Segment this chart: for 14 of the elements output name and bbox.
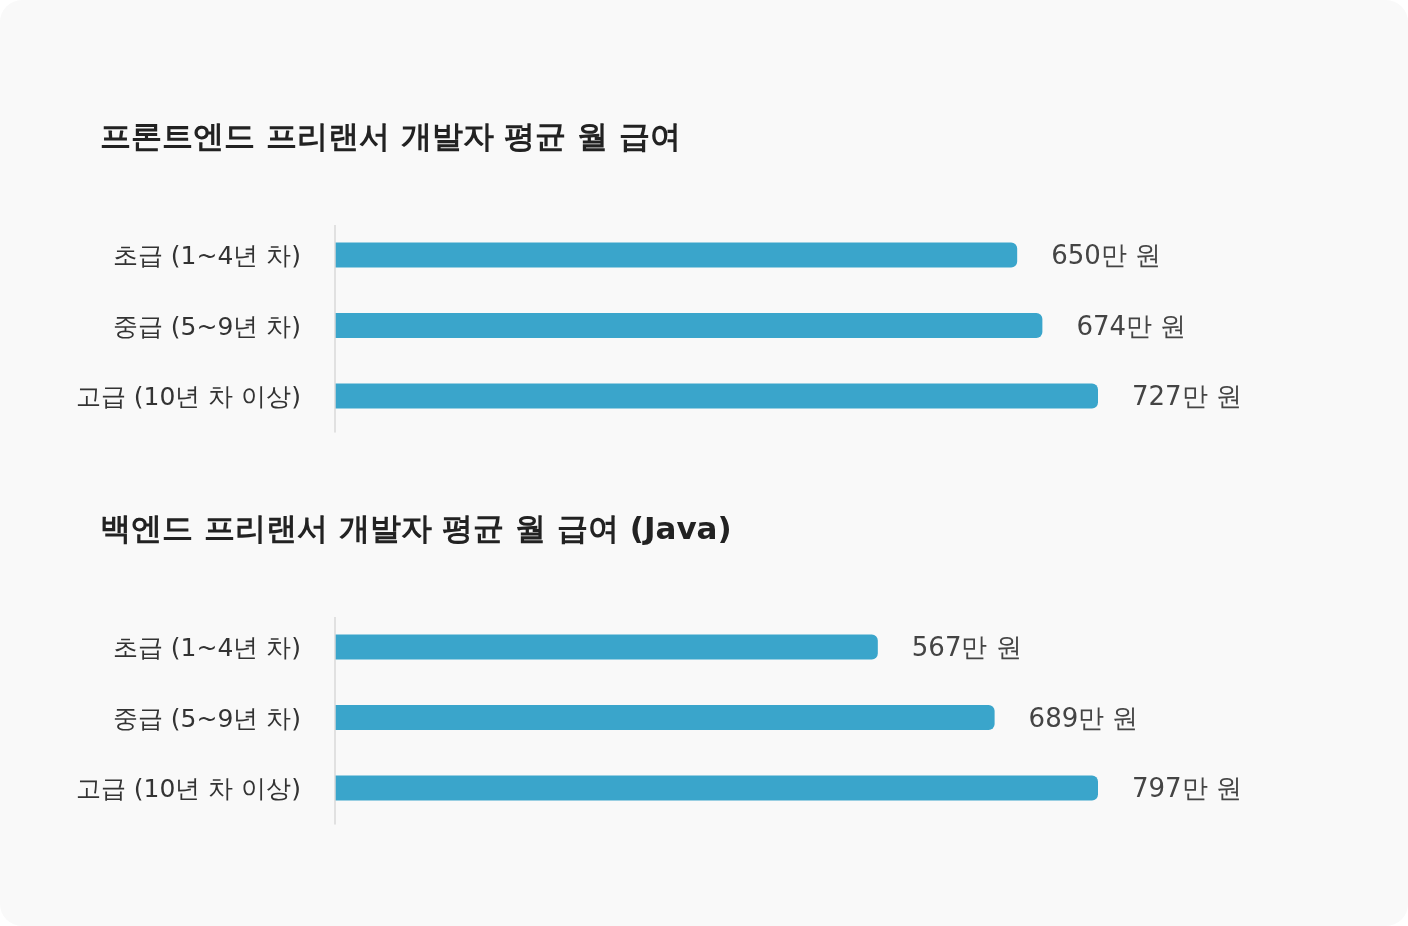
chart-title: 백엔드 프리랜서 개발자 평균 월 급여 (Java) [100,510,732,546]
y-tick-label: 초급 (1~4년 차) [112,633,301,662]
data-label: 727만 원 [1132,381,1242,411]
y-tick-label: 고급 (10년 차 이상) [75,382,301,411]
chart-title: 프론트엔드 프리랜서 개발자 평균 월 급여 [100,118,681,154]
data-label: 650만 원 [1051,240,1162,270]
data-label: 797만 원 [1132,773,1242,803]
y-tick-label: 초급 (1~4년 차) [112,241,301,270]
data-label: 674만 원 [1076,310,1187,341]
data-label: 567만 원 [911,632,1022,662]
data-label: 689만 원 [1028,702,1139,733]
y-tick-label: 중급 (5~9년 차) [112,311,301,341]
y-tick-label: 중급 (5~9년 차) [112,703,301,733]
y-tick-label: 고급 (10년 차 이상) [75,774,301,803]
